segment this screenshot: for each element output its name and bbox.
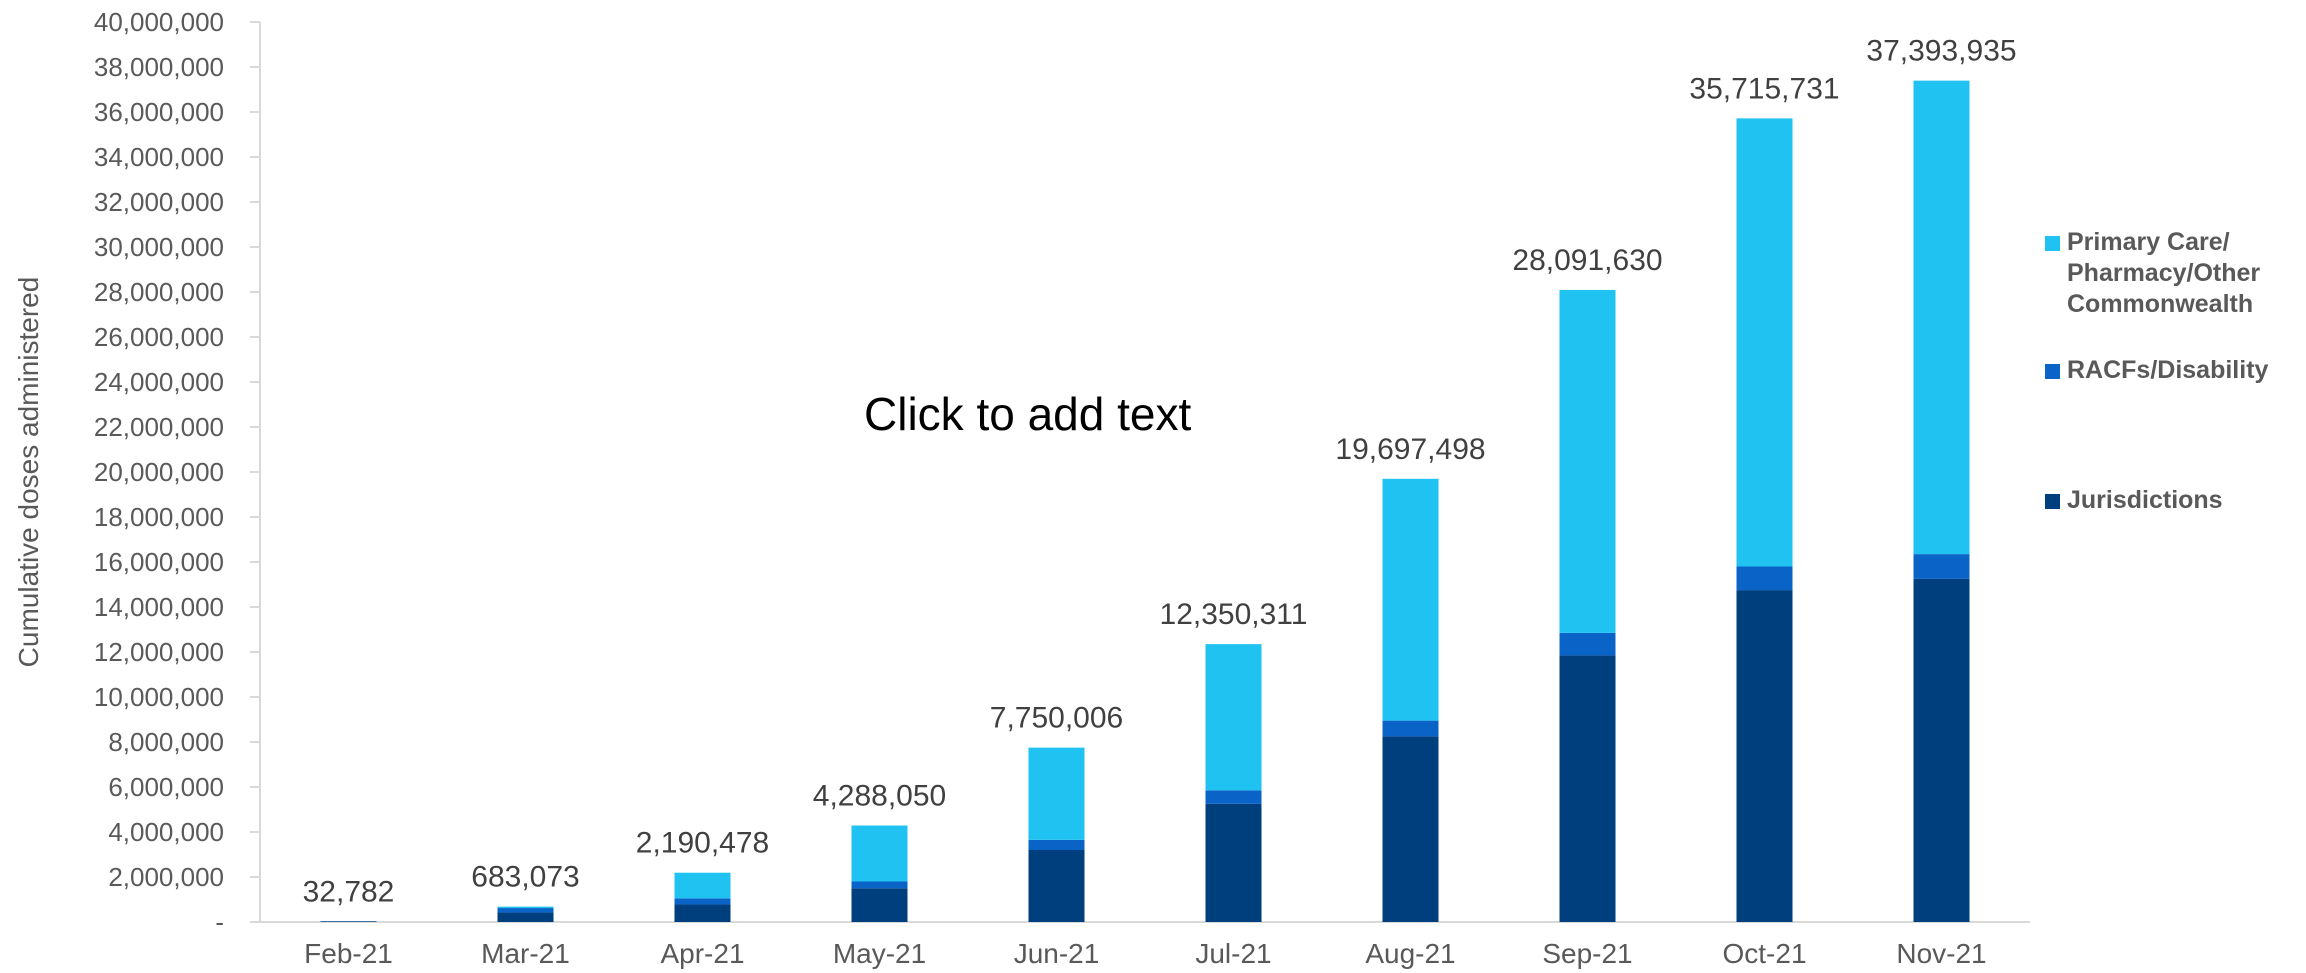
legend-swatch <box>2045 364 2060 379</box>
bar-segment-jurisdictions <box>851 888 908 922</box>
bar-segment-jurisdictions <box>1382 736 1439 922</box>
legend-label: Commonwealth <box>2067 290 2253 318</box>
y-tick-label: 20,000,000 <box>94 457 224 487</box>
x-tick-label: Mar-21 <box>481 938 570 969</box>
placeholder-text: Click to add text <box>864 388 1191 440</box>
x-tick-label: Feb-21 <box>304 938 393 969</box>
legend-label: Primary Care/ <box>2067 228 2230 256</box>
x-tick-label: Aug-21 <box>1365 938 1455 969</box>
y-tick-label: 24,000,000 <box>94 367 224 397</box>
bar-segment-primary-care <box>674 872 731 899</box>
y-tick-label: 34,000,000 <box>94 142 224 172</box>
bar-total-label: 35,715,731 <box>1689 72 1839 105</box>
bar-segment-primary-care <box>497 906 554 909</box>
y-tick-label: 6,000,000 <box>108 772 224 802</box>
x-tick-label: Nov-21 <box>1896 938 1986 969</box>
bar-segment-racfs-disability <box>1913 554 1970 579</box>
bar-segment-primary-care <box>1559 289 1616 633</box>
bar-total-label: 7,750,006 <box>990 702 1123 735</box>
y-tick-label: 2,000,000 <box>108 862 224 892</box>
y-tick-label: 30,000,000 <box>94 232 224 262</box>
y-tick-label: 12,000,000 <box>94 637 224 667</box>
x-tick-label: Jun-21 <box>1014 938 1100 969</box>
bar-segment-primary-care <box>1913 80 1970 555</box>
bar-segment-primary-care <box>1205 644 1262 791</box>
legend-swatch <box>2045 494 2060 509</box>
y-tick-label: 26,000,000 <box>94 322 224 352</box>
x-tick-label: Jul-21 <box>1195 938 1271 969</box>
x-tick-label: Sep-21 <box>1542 938 1632 969</box>
bar-segment-jurisdictions <box>674 904 731 922</box>
bar-total-label: 4,288,050 <box>813 780 946 813</box>
bar-total-label: 37,393,935 <box>1866 35 2016 68</box>
bar-total-label: 12,350,311 <box>1160 598 1308 631</box>
bar-segment-jurisdictions <box>1913 578 1970 922</box>
legend-label: Jurisdictions <box>2067 486 2223 514</box>
bar-segment-primary-care <box>1382 478 1439 721</box>
y-tick-label: 22,000,000 <box>94 412 224 442</box>
y-tick-label: 16,000,000 <box>94 547 224 577</box>
bar-segment-jurisdictions <box>497 912 554 922</box>
legend-label: RACFs/Disability <box>2067 356 2269 384</box>
bar-total-label: 28,091,630 <box>1512 244 1662 277</box>
bar-segment-racfs-disability <box>1382 720 1439 737</box>
bar-segment-primary-care <box>851 825 908 882</box>
y-tick-label: 14,000,000 <box>94 592 224 622</box>
bar-total-label: 32,782 <box>303 875 395 908</box>
bar-total-label: 683,073 <box>471 861 579 894</box>
bar-total-label: 2,190,478 <box>636 827 769 860</box>
bar-segment-primary-care <box>1028 747 1085 840</box>
bar-segment-racfs-disability <box>851 881 908 889</box>
bar-segment-jurisdictions <box>1736 590 1793 922</box>
bar-segment-racfs-disability <box>1028 839 1085 850</box>
x-tick-label: May-21 <box>833 938 926 969</box>
legend-swatch <box>2045 236 2060 251</box>
y-tick-label: 40,000,000 <box>94 7 224 37</box>
bar-total-label: 19,697,498 <box>1335 433 1485 466</box>
y-tick-label: 18,000,000 <box>94 502 224 532</box>
bar-segment-jurisdictions <box>320 921 377 922</box>
bar-segment-racfs-disability <box>674 898 731 905</box>
bar-segment-jurisdictions <box>1028 850 1085 922</box>
y-tick-label: 28,000,000 <box>94 277 224 307</box>
bar-segment-racfs-disability <box>1205 790 1262 804</box>
bar-segment-jurisdictions <box>1205 803 1262 922</box>
y-tick-label: - <box>215 907 224 937</box>
bar-segment-racfs-disability <box>1736 566 1793 591</box>
bar-segment-racfs-disability <box>1559 632 1616 656</box>
y-tick-label: 36,000,000 <box>94 97 224 127</box>
y-tick-label: 4,000,000 <box>108 817 224 847</box>
bar-segment-racfs-disability <box>497 908 554 913</box>
bar-segment-primary-care <box>1736 118 1793 567</box>
y-tick-label: 8,000,000 <box>108 727 224 757</box>
bar-segment-jurisdictions <box>1559 655 1616 922</box>
y-axis-title: Cumulative doses administered <box>13 277 44 668</box>
x-tick-label: Oct-21 <box>1722 938 1806 969</box>
x-tick-label: Apr-21 <box>660 938 744 969</box>
y-tick-label: 32,000,000 <box>94 187 224 217</box>
legend-label: Pharmacy/Other <box>2067 259 2260 287</box>
y-tick-label: 38,000,000 <box>94 52 224 82</box>
y-tick-label: 10,000,000 <box>94 682 224 712</box>
